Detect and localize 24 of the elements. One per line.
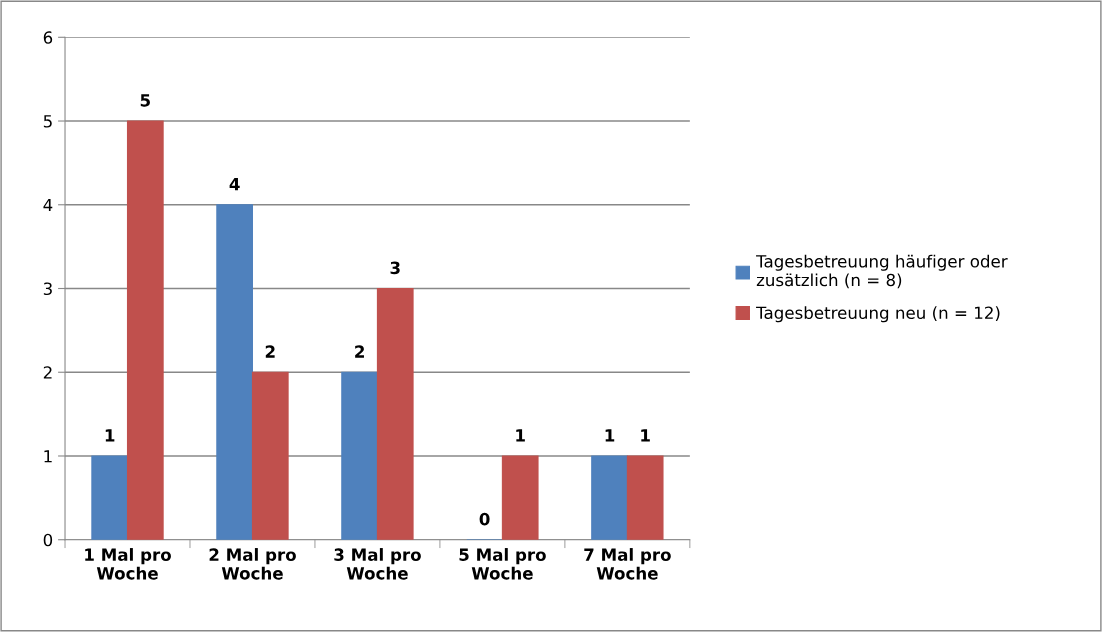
data-label: 1 (605, 429, 615, 442)
data-label: 2 (355, 345, 364, 358)
legend-label: Tagesbetreuung häufiger oder zusätzlich (n = 8) (756, 254, 1008, 289)
x-tick-label: 7 Mal pro Woche (584, 548, 671, 580)
y-tick-label: 6 (43, 31, 53, 44)
data-label: 0 (479, 512, 490, 526)
data-label: 4 (229, 178, 240, 191)
y-tick-label: 2 (43, 366, 52, 379)
x-tick-label: 1 Mal pro Woche (85, 548, 171, 580)
x-tick-label: 5 Mal pro Woche (459, 548, 546, 580)
data-label: 1 (641, 429, 650, 442)
data-label: 5 (140, 94, 150, 107)
y-tick-label: 4 (43, 198, 53, 212)
data-label: 3 (390, 261, 400, 275)
data-label: 1 (105, 429, 115, 442)
y-tick-label: 5 (43, 115, 52, 128)
x-tick-label: 3 Mal pro Woche (334, 548, 421, 580)
y-tick-label: 3 (43, 282, 52, 296)
data-label: 1 (516, 429, 525, 442)
y-tick-label: 1 (44, 450, 52, 463)
y-tick-label: 0 (43, 533, 53, 547)
data-label: 2 (265, 345, 275, 358)
x-tick-label: 2 Mal pro Woche (209, 548, 296, 580)
legend-label: Tagesbetreuung neu (n = 12) (756, 306, 1000, 323)
